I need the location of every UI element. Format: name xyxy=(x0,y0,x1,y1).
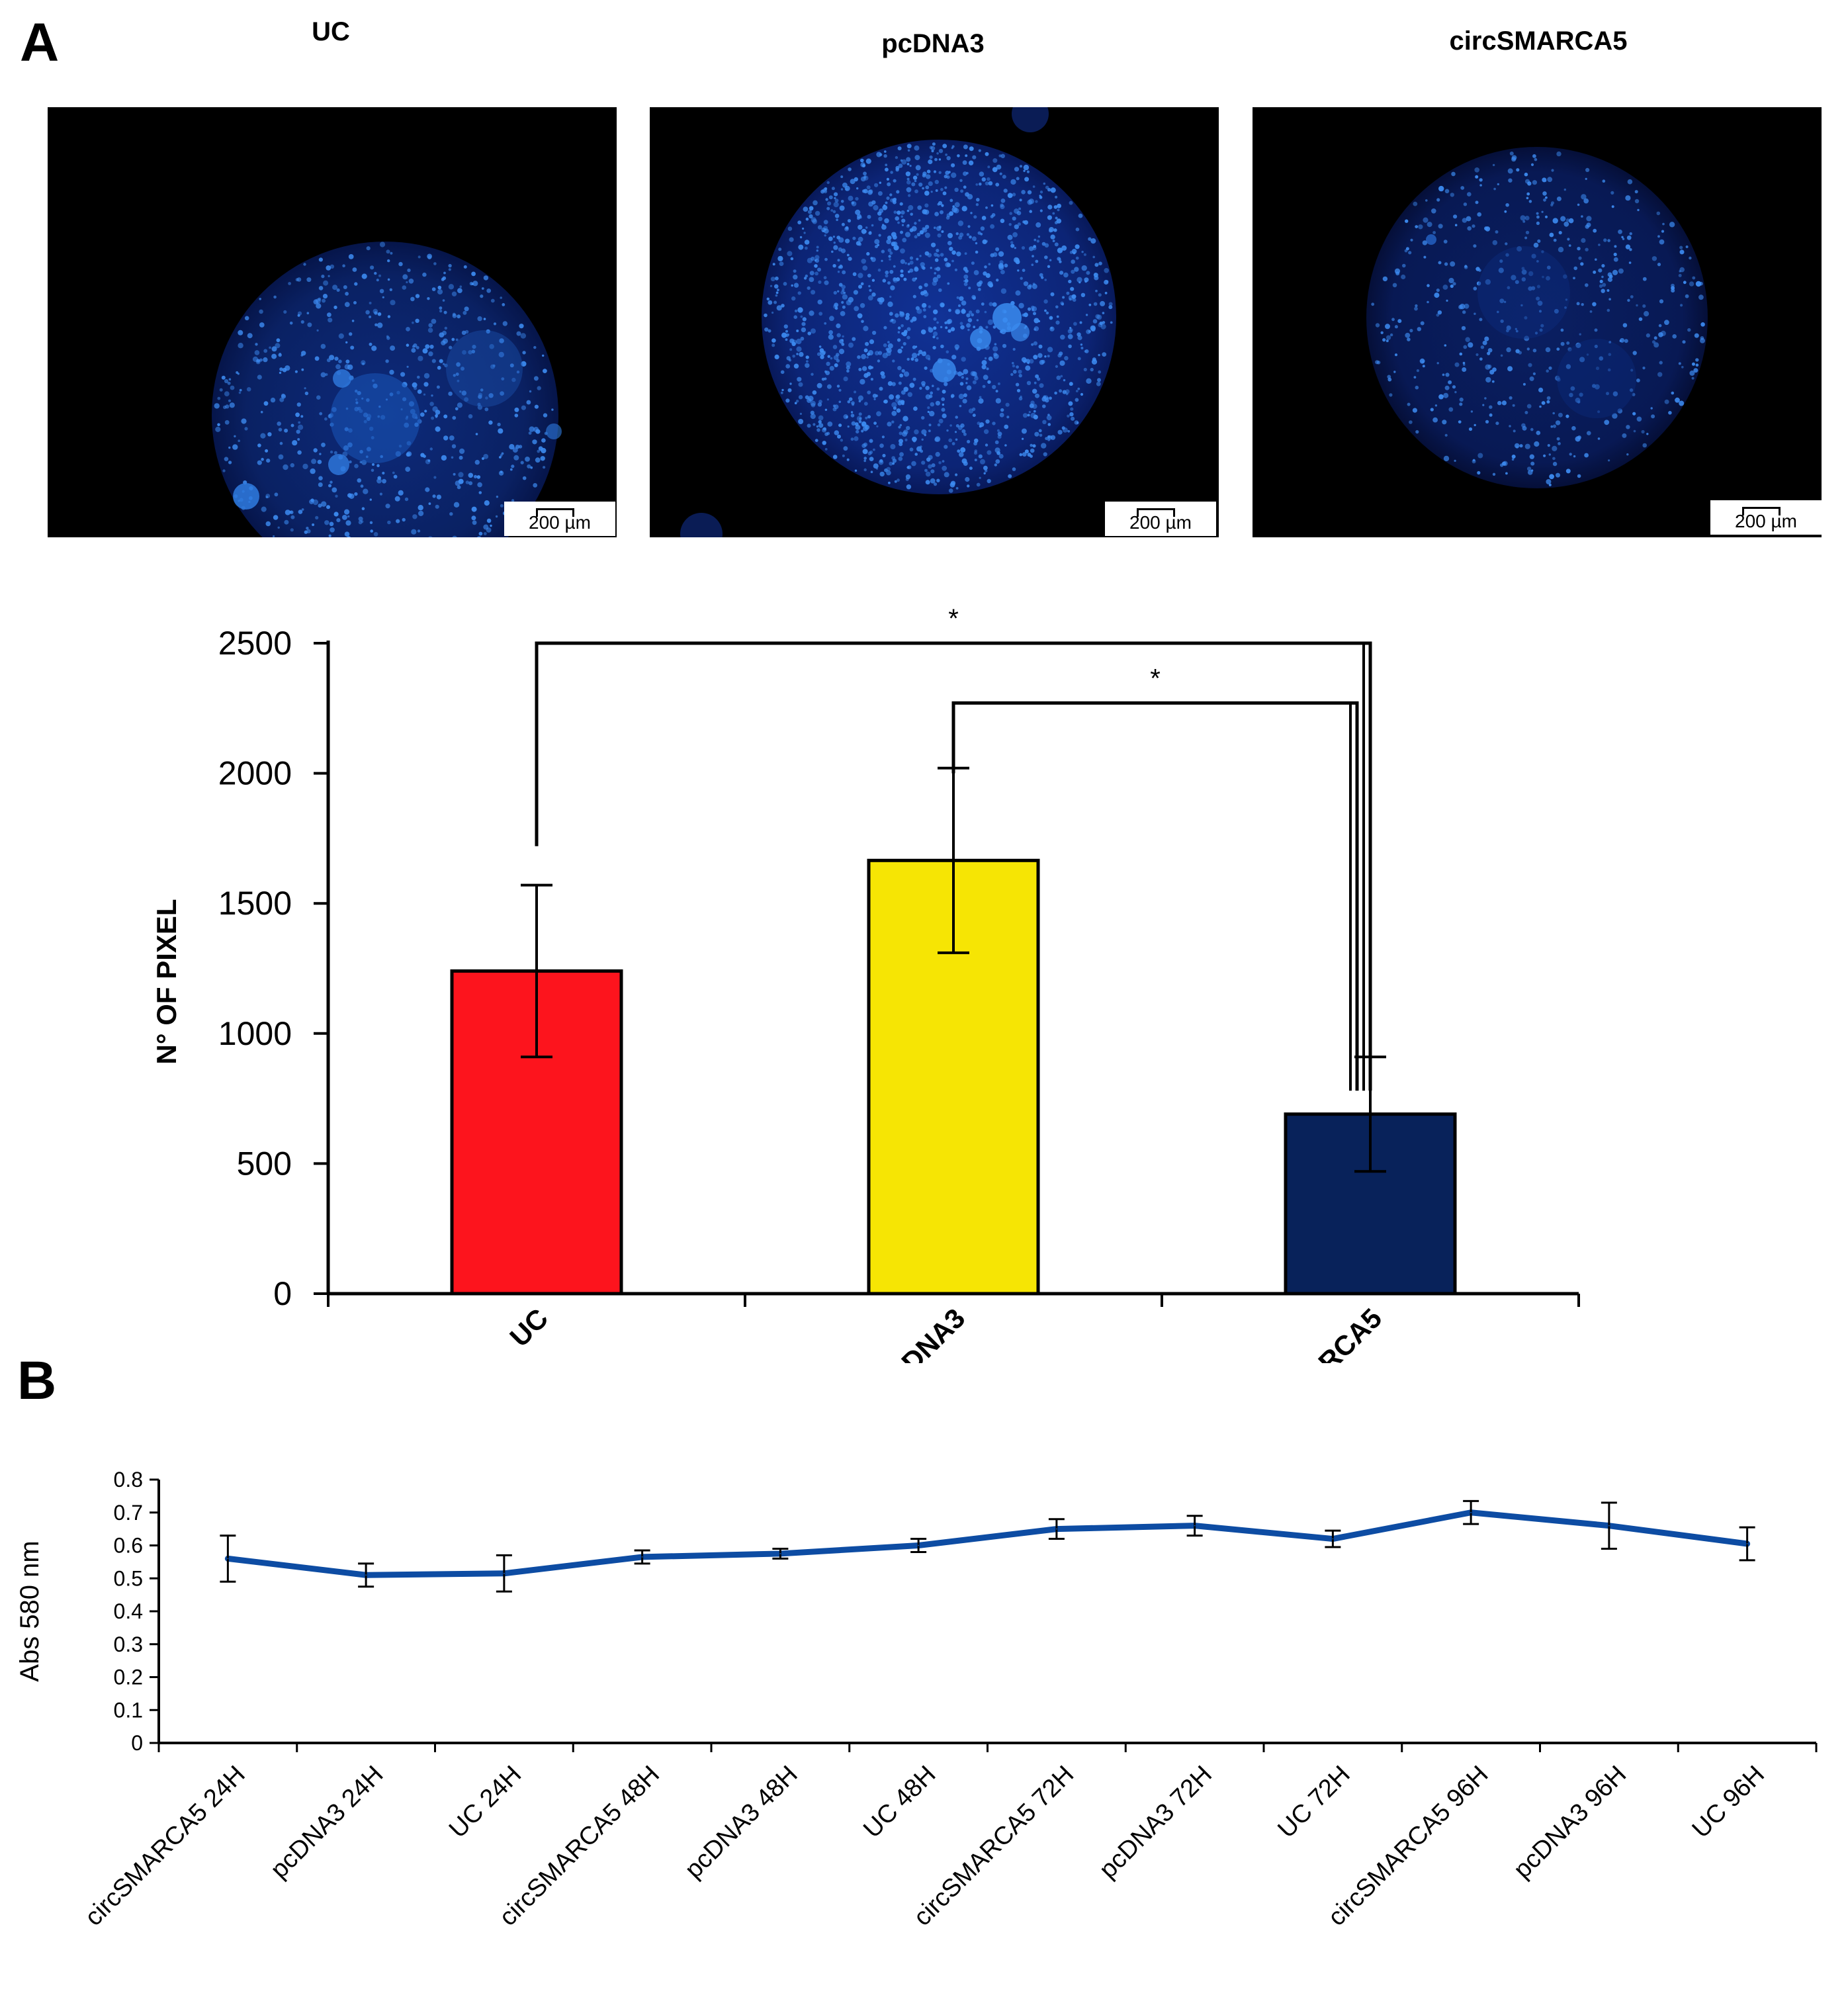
micrograph-circsmarca5 xyxy=(1253,107,1822,537)
panel-b-label: B xyxy=(17,1351,57,1411)
micrograph-title-uc: UC xyxy=(312,17,350,46)
y-axis-label: Abs 580 nm xyxy=(15,1540,44,1681)
data-point xyxy=(227,1558,229,1560)
significance-bracket xyxy=(535,641,1372,1091)
scale-bar-line xyxy=(1742,507,1781,515)
data-point xyxy=(1055,1528,1057,1530)
data-point xyxy=(1746,1543,1748,1545)
y-tick-label: 2500 xyxy=(218,625,292,662)
y-tick-label: 0.5 xyxy=(114,1566,143,1590)
data-point xyxy=(1470,1511,1472,1513)
data-point xyxy=(365,1574,367,1576)
scale-bar-circsmarca5: 200 µm xyxy=(1710,500,1822,535)
y-tick-label: 0 xyxy=(131,1731,143,1755)
x-tick-label: pcDNA3 72H xyxy=(1094,1761,1217,1885)
data-point xyxy=(779,1552,781,1554)
scale-bar-label: 200 µm xyxy=(1129,512,1192,533)
scale-bar-line xyxy=(1137,508,1175,517)
y-tick-label: 2000 xyxy=(218,755,292,792)
y-tick-label: 0.3 xyxy=(114,1632,143,1656)
y-tick-label: 0.2 xyxy=(114,1666,143,1689)
data-point xyxy=(1608,1525,1610,1527)
micrograph-pcdna3 xyxy=(650,107,1219,537)
series-line xyxy=(224,1509,1751,1578)
scale-bar-label: 200 µm xyxy=(1735,511,1797,531)
x-tick-label: pcDNA3 24H xyxy=(265,1761,389,1885)
x-tick-label: pcDNA3 xyxy=(873,1302,971,1363)
scale-bar-label: 200 µm xyxy=(529,512,591,533)
x-tick-label: UC 24H xyxy=(444,1761,527,1844)
scale-bar-line xyxy=(536,508,574,517)
x-tick-label: circSMARCA5 24H xyxy=(80,1761,251,1932)
y-tick-label: 500 xyxy=(237,1145,292,1182)
micrograph-uc-image xyxy=(212,242,562,537)
line-chart: 0 0.1 0.2 0.3 0.4 0.5 0.6 0.7 0.8 Abs 580 nm circS… xyxy=(15,1468,1818,1932)
micrograph-pcdna3-image xyxy=(680,107,1116,537)
data-point xyxy=(503,1572,505,1574)
x-tick-label: pcDNA3 96H xyxy=(1509,1761,1632,1885)
significance-star: * xyxy=(948,604,959,633)
y-tick-label: 1500 xyxy=(218,885,292,922)
significance-bracket xyxy=(951,701,1359,1091)
micrograph-title-circsmarca5: circSMARCA5 xyxy=(1449,26,1628,56)
y-tick-label: 0.1 xyxy=(114,1698,143,1722)
significance-star: * xyxy=(1150,664,1161,693)
x-tick-label: pcDNA3 48H xyxy=(680,1761,803,1885)
data-point xyxy=(1332,1538,1334,1540)
data-point xyxy=(1194,1525,1196,1527)
x-tick-label: UC 96H xyxy=(1687,1761,1770,1844)
x-tick-label: UC xyxy=(504,1302,554,1353)
micrograph-circsmarca5-image xyxy=(1366,147,1708,488)
x-tick-label: circSMARCA5 xyxy=(1233,1302,1387,1363)
panel-a-label: A xyxy=(20,13,60,73)
y-tick-label: 0.4 xyxy=(114,1599,143,1623)
y-axis-label: N° OF PIXEL xyxy=(151,899,182,1064)
scale-bar-uc: 200 µm xyxy=(504,502,615,536)
data-point xyxy=(918,1544,920,1546)
x-tick-label: UC 48H xyxy=(858,1761,941,1844)
y-tick-label: 0.7 xyxy=(114,1501,143,1525)
y-tick-label: 0 xyxy=(273,1275,292,1312)
data-point xyxy=(641,1556,643,1558)
y-tick-label: 0.6 xyxy=(114,1534,143,1558)
micrograph-uc xyxy=(48,107,617,537)
bar-chart: 0 500 1000 1500 2000 2500 N° OF PIXEL UC pcDNA3 c… xyxy=(151,604,1580,1363)
x-tick-label: UC 72H xyxy=(1272,1761,1355,1844)
micrograph-title-pcdna3: pcDNA3 xyxy=(881,29,985,58)
y-tick-label: 1000 xyxy=(218,1015,292,1052)
y-tick-label: 0.8 xyxy=(114,1468,143,1492)
scale-bar-pcdna3: 200 µm xyxy=(1105,502,1216,536)
